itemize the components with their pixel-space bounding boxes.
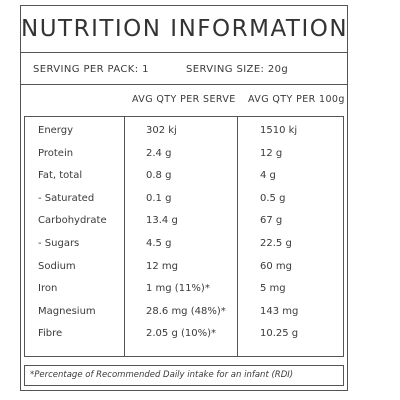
per-100g-value: 12 g — [260, 147, 283, 159]
nutrient-label: - Saturated — [38, 192, 95, 204]
rdi-footnote: *Percentage of Recommended Daily intake … — [24, 365, 344, 386]
per-100g-value: 67 g — [260, 215, 283, 227]
per-100g-value: 1510 kj — [260, 125, 298, 136]
per-serve-value: 2.4 g — [146, 147, 172, 159]
per-100g-value: 0.5 g — [260, 192, 286, 204]
column-divider — [237, 117, 238, 356]
nutrient-label: Fibre — [38, 328, 63, 340]
per-100g-value: 4 g — [260, 170, 276, 182]
per-serve-value: 1 mg (11%)* — [146, 283, 210, 295]
nutrition-table: Energy 302 kj 1510 kj Protein 2.4 g 12 g Fat, … — [24, 116, 344, 357]
table-row: Protein 2.4 g 12 g — [25, 145, 343, 167]
nutrient-label: Fat, total — [38, 170, 83, 182]
per-100g-value: 10.25 g — [260, 328, 299, 340]
nutrition-panel: NUTRITION INFORMATION SERVING PER PACK: … — [20, 5, 348, 391]
column-header-per-100g: AVG QTY PER 100g — [248, 94, 345, 105]
nutrient-label: Carbohydrate — [38, 215, 107, 227]
per-100g-value: 143 mg — [260, 305, 299, 317]
per-serve-value: 0.8 g — [146, 170, 172, 182]
serving-per-pack: SERVING PER PACK: 1 — [33, 64, 149, 75]
table-row: Sodium 12 mg 60 mg — [25, 258, 343, 280]
table-row: Iron 1 mg (11%)* 5 mg — [25, 280, 343, 302]
per-100g-value: 22.5 g — [260, 238, 292, 249]
table-row: Energy 302 kj 1510 kj — [25, 122, 343, 144]
per-serve-value: 28.6 mg (48%)* — [146, 305, 226, 317]
nutrient-label: - Sugars — [38, 238, 80, 249]
per-100g-value: 60 mg — [260, 260, 292, 272]
per-100g-value: 5 mg — [260, 283, 286, 295]
per-serve-value: 2.05 g (10%)* — [146, 328, 216, 340]
nutrient-label: Energy — [38, 125, 74, 136]
column-header-per-serve: AVG QTY PER SERVE — [132, 94, 236, 105]
serving-divider — [21, 84, 347, 85]
nutrient-label: Protein — [38, 147, 74, 159]
per-serve-value: 0.1 g — [146, 192, 172, 204]
table-row: Magnesium 28.6 mg (48%)* 143 mg — [25, 303, 343, 325]
table-row: - Sugars 4.5 g 22.5 g — [25, 235, 343, 257]
table-row: - Saturated 0.1 g 0.5 g — [25, 190, 343, 212]
table-row: Carbohydrate 13.4 g 67 g — [25, 212, 343, 234]
per-serve-value: 13.4 g — [146, 215, 178, 227]
serving-size: SERVING SIZE: 20g — [186, 64, 289, 75]
nutrient-label: Iron — [38, 283, 58, 295]
title-divider — [21, 52, 347, 53]
nutrient-label: Magnesium — [38, 305, 96, 317]
panel-title: NUTRITION INFORMATION — [21, 16, 349, 42]
nutrient-label: Sodium — [38, 260, 76, 272]
column-divider — [124, 117, 125, 356]
table-row: Fibre 2.05 g (10%)* 10.25 g — [25, 325, 343, 347]
per-serve-value: 302 kj — [146, 125, 177, 136]
table-row: Fat, total 0.8 g 4 g — [25, 167, 343, 189]
per-serve-value: 12 mg — [146, 260, 178, 272]
per-serve-value: 4.5 g — [146, 238, 172, 249]
